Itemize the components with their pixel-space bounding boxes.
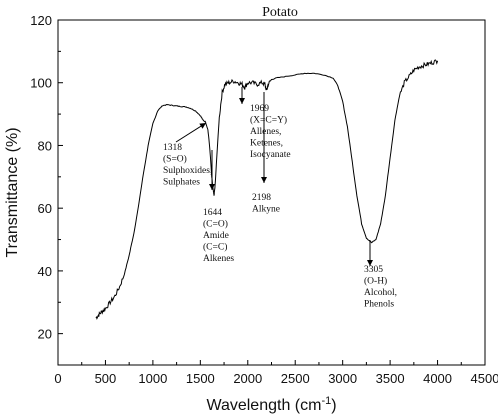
annotation-label: Sulphoxides,: [163, 166, 212, 176]
annotation-arrowhead: [209, 184, 215, 190]
y-axis-title: Transmittance (%): [4, 127, 21, 257]
annotation-label: (X=C=Y): [250, 115, 287, 126]
x-tick-label: 1500: [186, 371, 215, 386]
y-tick-label: 60: [38, 201, 52, 216]
annotation-label: 1644: [203, 208, 222, 218]
annotation-label: Isocyanate: [250, 150, 291, 160]
annotation-arrowhead: [261, 177, 267, 183]
annotation-label: 1318: [163, 143, 182, 153]
annotation-label: 3305: [364, 265, 383, 275]
spectrum-line: [95, 59, 439, 320]
annotation-arrowhead: [199, 123, 206, 129]
y-tick-label: 20: [38, 327, 52, 342]
x-tick-label: 1000: [138, 371, 167, 386]
annotation-label: Alcohol,: [364, 288, 397, 298]
annotation-label: (O-H): [364, 276, 387, 287]
x-tick-label: 2000: [233, 371, 262, 386]
annotation-arrowhead: [367, 260, 373, 266]
x-tick-label: 3500: [376, 371, 405, 386]
x-tick-label: 2500: [281, 371, 310, 386]
x-axis-title: Wavelength (cm-1): [206, 395, 336, 414]
y-tick-label: 40: [38, 264, 52, 279]
annotation-label: (S=O): [163, 154, 187, 165]
y-tick-label: 100: [30, 76, 52, 91]
annotation-label: Allenes,: [250, 127, 281, 137]
x-tick-label: 4000: [423, 371, 452, 386]
annotation-label: Phenols: [364, 300, 394, 310]
annotation-label: Alkyne: [252, 205, 280, 215]
annotation-label: Alkenes: [203, 254, 234, 264]
annotation-label: Sulphates: [163, 178, 200, 188]
annotation-label: 2198: [252, 193, 271, 203]
chart-title: Potato: [262, 5, 298, 20]
annotation-label: Ketenes,: [250, 139, 283, 149]
plot-frame: [57, 19, 486, 366]
x-tick-label: 0: [54, 371, 61, 386]
x-tick-label: 3000: [328, 371, 357, 386]
y-tick-label: 120: [30, 13, 52, 28]
y-tick-label: 80: [38, 138, 52, 153]
annotation-arrowhead: [239, 98, 245, 104]
x-tick-label: 500: [95, 371, 117, 386]
annotation-label: (C=C): [203, 242, 227, 253]
annotation-label: (C=O): [203, 219, 228, 230]
x-tick-label: 4500: [471, 371, 498, 386]
annotation-label: Amide: [203, 231, 229, 241]
annotation-label: 1969: [250, 104, 269, 114]
